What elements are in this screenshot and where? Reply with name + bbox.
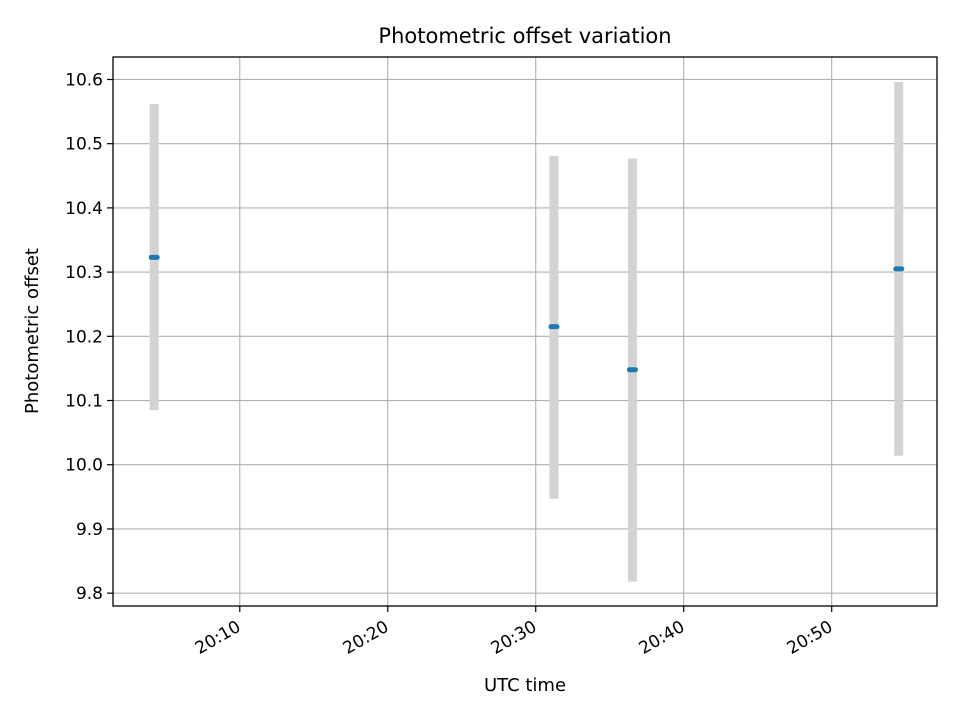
data-points — [148, 254, 905, 373]
x-axis-title: UTC time — [484, 675, 566, 696]
y-tick-label: 9.9 — [76, 520, 103, 540]
x-tick-label: 20:50 — [784, 617, 836, 659]
data-point — [626, 367, 638, 373]
error-bars — [149, 82, 904, 582]
data-point — [548, 324, 560, 330]
y-tick-label: 9.8 — [76, 584, 103, 604]
x-tick-label: 20:20 — [340, 617, 392, 659]
grid — [113, 57, 937, 606]
y-tick-label: 10.6 — [65, 70, 103, 90]
x-axis-ticks: 20:10 20:20 20:30 20:40 20:50 — [192, 606, 836, 659]
y-tick-label: 10.2 — [65, 327, 103, 347]
y-tick-label: 10.0 — [65, 456, 103, 476]
x-tick-label: 20:10 — [192, 617, 244, 659]
y-tick-label: 10.1 — [65, 392, 103, 412]
y-tick-label: 10.3 — [65, 263, 103, 283]
x-tick-label: 20:30 — [488, 617, 540, 659]
y-axis-title: Photometric offset — [22, 248, 43, 414]
y-tick-label: 10.5 — [65, 135, 103, 155]
chart-title: Photometric offset variation — [378, 24, 671, 48]
data-point — [148, 254, 160, 260]
y-tick-label: 10.4 — [65, 199, 103, 219]
y-axis-ticks: 9.8 9.9 10.0 10.1 10.2 10.3 10.4 10.5 10.6 — [65, 70, 113, 604]
x-tick-label: 20:40 — [636, 617, 688, 659]
data-point — [893, 266, 905, 272]
plot-frame — [112, 56, 938, 607]
